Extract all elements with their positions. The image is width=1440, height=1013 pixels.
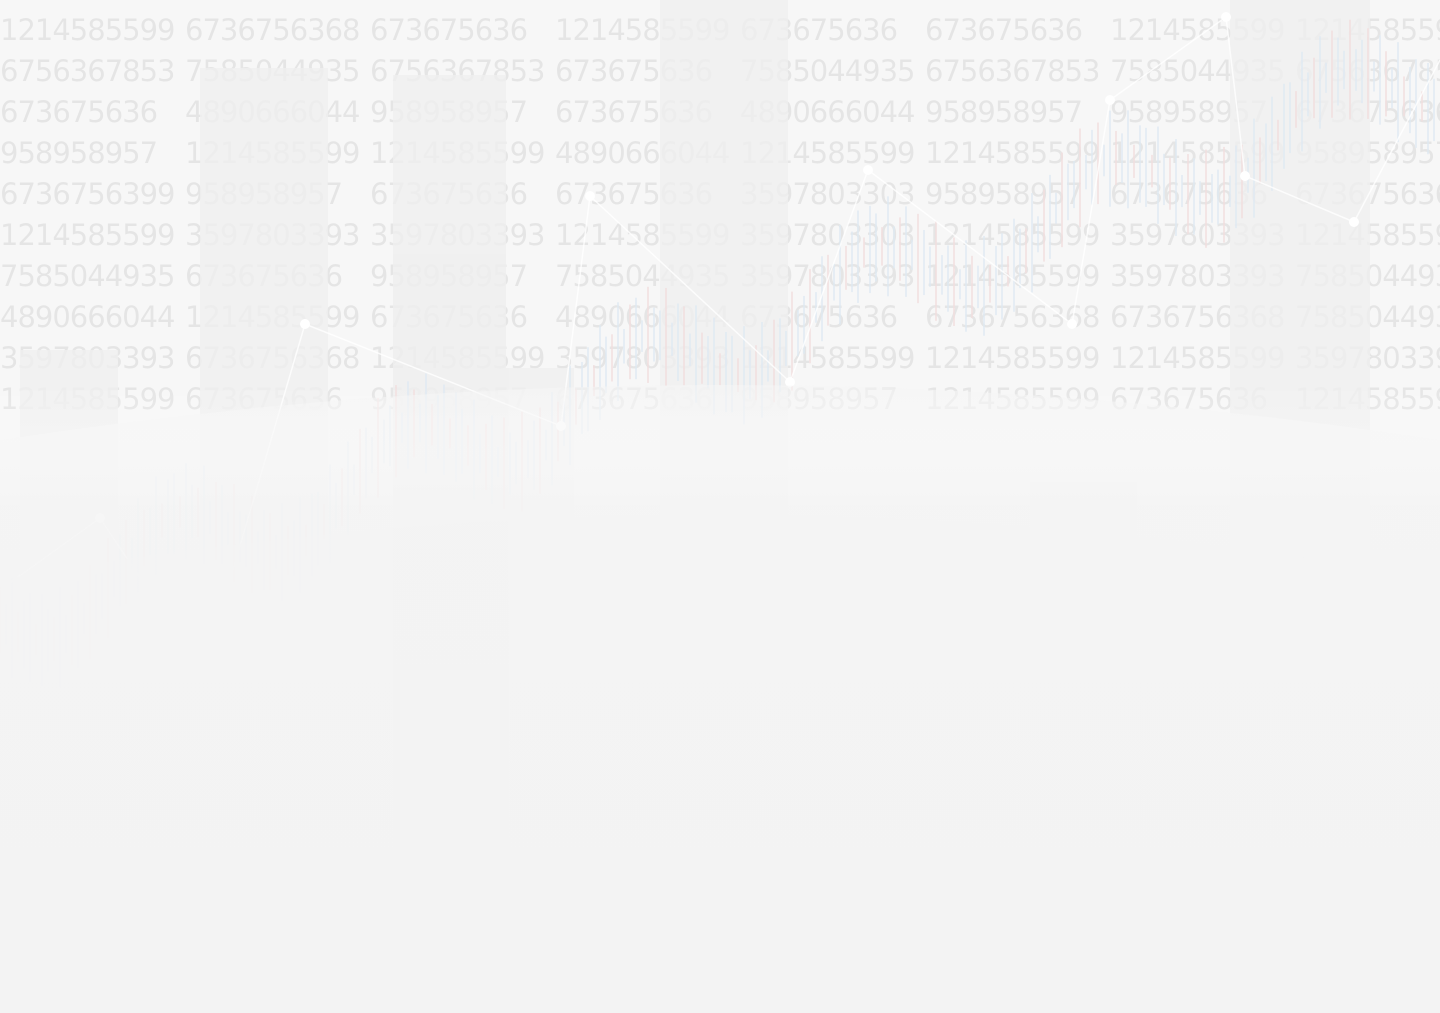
page: {"numbers": {"rows": [ ["1214585599", "6… <box>0 0 1440 1013</box>
background-graphic <box>0 0 1440 1013</box>
fade-overlay <box>0 0 1440 1013</box>
